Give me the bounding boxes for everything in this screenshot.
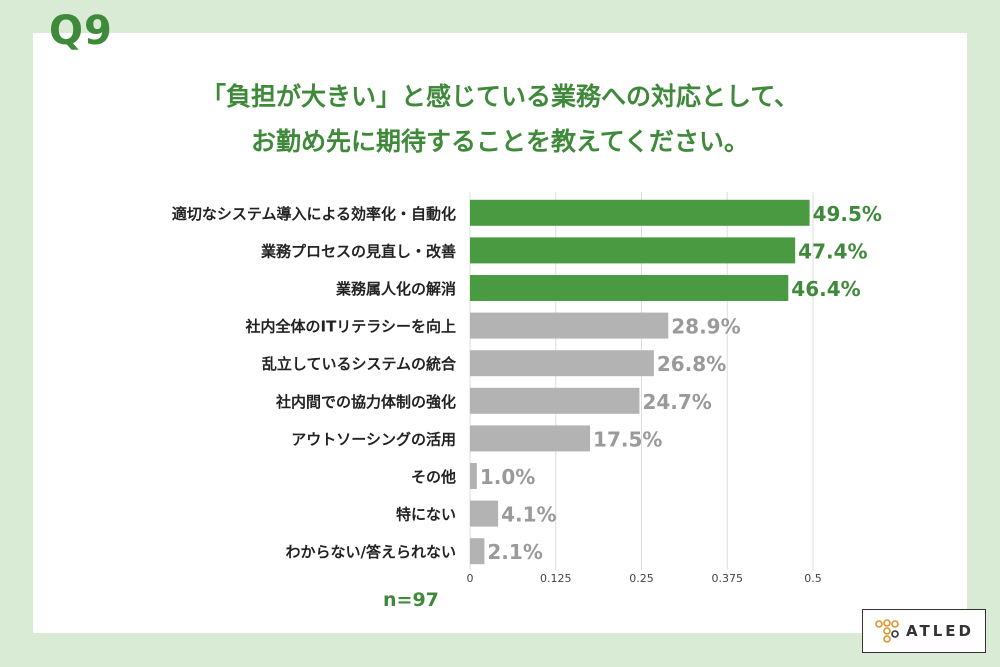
- bar-6: [470, 425, 591, 452]
- bar-7: [470, 463, 477, 489]
- category-label-6: アウトソーシングの活用: [291, 430, 456, 448]
- value-label-3: 28.9%: [671, 315, 740, 339]
- category-label-2: 業務属人化の解消: [335, 280, 456, 298]
- x-tick-label-2: 0.25: [629, 572, 654, 585]
- bar-8: [470, 500, 499, 527]
- category-label-8: 特にない: [396, 506, 456, 524]
- bar-3: [470, 312, 669, 339]
- logo-text: ATLED: [906, 622, 974, 640]
- value-label-4: 26.8%: [657, 352, 726, 376]
- category-label-4: 乱立しているシステムの統合: [262, 355, 457, 373]
- x-tick-label-4: 0.5: [804, 572, 822, 585]
- chart-title: 「負担が大きい」と感じている業務への対応として、 お勤め先に期待することを教えて…: [0, 74, 1000, 164]
- bar-9: [470, 538, 485, 565]
- atled-logo: ATLED: [862, 609, 986, 653]
- x-tick-label-1: 0.125: [540, 572, 572, 585]
- bar-5: [470, 387, 640, 414]
- value-label-8: 4.1%: [501, 503, 556, 527]
- category-label-1: 業務プロセスの見直し・改善: [260, 242, 456, 260]
- bar-4: [470, 350, 654, 377]
- value-label-6: 17.5%: [593, 427, 662, 451]
- value-label-0: 49.5%: [813, 202, 882, 226]
- bar-0: [470, 199, 810, 226]
- category-label-5: 社内間での協力体制の強化: [275, 393, 456, 411]
- value-label-5: 24.7%: [642, 390, 711, 414]
- value-label-2: 46.4%: [791, 277, 860, 301]
- category-label-3: 社内全体のITリテラシーを向上: [244, 318, 456, 336]
- sample-size-label: n=97: [383, 589, 439, 611]
- value-label-9: 2.1%: [487, 540, 542, 564]
- title-line-2: お勤め先に期待することを教えてください。: [250, 127, 749, 156]
- title-line-1: 「負担が大きい」と感じている業務への対応として、: [200, 82, 799, 111]
- question-label: Q9: [49, 8, 113, 54]
- value-label-7: 1.0%: [480, 465, 535, 489]
- x-tick-label-3: 0.375: [712, 572, 744, 585]
- value-label-1: 47.4%: [798, 239, 867, 263]
- category-label-7: その他: [411, 468, 456, 486]
- category-label-9: わからない/答えられない: [286, 543, 456, 561]
- x-tick-label-0: 0: [467, 572, 474, 585]
- category-label-0: 適切なシステム導入による効率化・自動化: [172, 205, 456, 223]
- bar-1: [470, 237, 796, 264]
- bar-2: [470, 275, 789, 301]
- atled-logo-icon: [875, 619, 899, 643]
